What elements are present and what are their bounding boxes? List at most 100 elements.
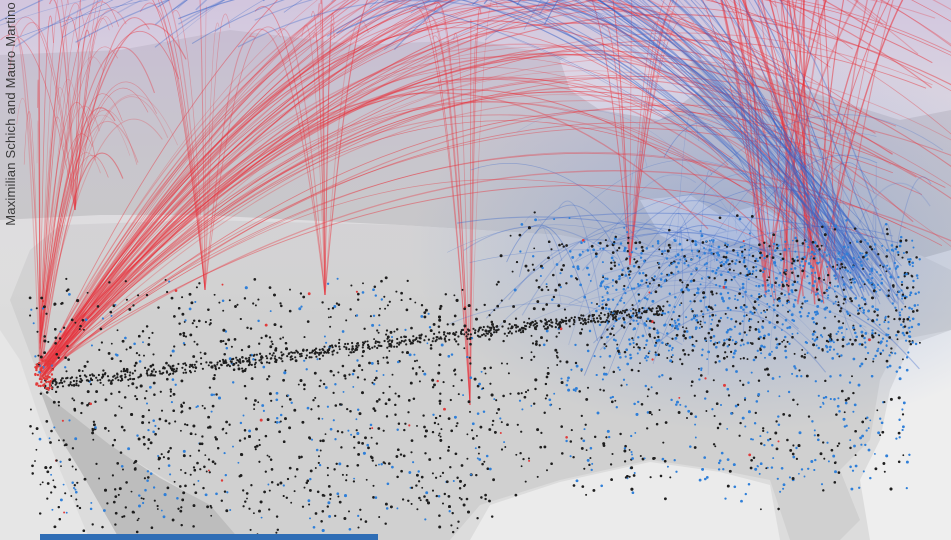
person-dot — [402, 498, 405, 501]
person-dot — [180, 468, 182, 471]
person-dot — [418, 496, 421, 500]
person-dot — [707, 305, 711, 309]
person-dot — [795, 374, 799, 378]
spine-dot — [145, 372, 148, 375]
person-dot — [406, 351, 409, 355]
person-dot — [147, 409, 151, 412]
person-dot — [260, 336, 263, 340]
person-dot — [475, 474, 478, 477]
person-dot — [324, 433, 327, 436]
person-dot — [397, 394, 401, 398]
person-dot — [389, 330, 393, 334]
west-coast-dot — [35, 382, 38, 385]
person-dot — [259, 500, 263, 504]
person-dot — [289, 288, 291, 291]
person-dot — [180, 379, 184, 383]
person-dot — [118, 390, 121, 394]
person-dot — [39, 512, 42, 515]
person-dot — [140, 497, 143, 500]
person-dot — [777, 415, 780, 418]
person-dot — [121, 339, 125, 343]
spine-dot — [272, 352, 275, 355]
person-dot — [428, 325, 432, 329]
person-dot — [786, 340, 789, 343]
spine-dot — [409, 342, 412, 345]
person-dot — [637, 265, 641, 269]
person-dot — [792, 259, 796, 263]
person-dot — [72, 486, 76, 490]
person-dot — [736, 253, 740, 257]
network-arc — [537, 212, 898, 244]
person-dot — [860, 362, 864, 366]
person-dot — [189, 432, 193, 436]
person-dot — [462, 394, 465, 397]
person-dot — [244, 500, 247, 503]
person-dot — [877, 431, 881, 435]
person-dot — [716, 426, 720, 430]
person-dot — [786, 438, 789, 442]
person-dot — [834, 470, 837, 474]
person-dot — [255, 444, 259, 448]
spine-dot — [599, 317, 602, 320]
person-dot — [706, 358, 709, 361]
person-dot — [758, 295, 761, 299]
person-dot — [478, 382, 482, 386]
person-dot — [822, 396, 826, 400]
person-dot — [757, 328, 760, 331]
spine-dot — [63, 380, 66, 383]
spine-dot — [177, 362, 180, 366]
person-dot — [586, 343, 589, 347]
person-dot — [628, 276, 632, 280]
person-dot — [549, 403, 552, 407]
person-dot — [680, 288, 684, 291]
person-dot — [915, 309, 919, 312]
network-arc — [580, 280, 815, 346]
person-dot — [284, 369, 287, 372]
person-dot — [285, 347, 288, 351]
spine-dot — [248, 361, 251, 364]
spine-dot — [515, 330, 518, 333]
person-dot — [711, 408, 714, 411]
person-dot — [744, 425, 747, 428]
person-dot — [237, 461, 240, 464]
person-dot — [616, 347, 619, 350]
person-dot — [726, 355, 729, 358]
network-arc — [781, 0, 803, 284]
person-dot — [388, 385, 391, 388]
person-dot — [355, 290, 358, 293]
person-dot — [850, 487, 854, 491]
person-dot — [222, 309, 225, 312]
spine-dot — [423, 339, 426, 342]
person-dot — [565, 436, 568, 439]
west-coast-dot — [45, 380, 48, 384]
person-dot — [812, 317, 815, 320]
person-dot — [104, 398, 108, 402]
network-arc — [583, 225, 727, 376]
person-dot — [191, 322, 194, 325]
person-dot — [703, 321, 707, 324]
spine-dot — [444, 340, 447, 343]
person-dot — [628, 475, 631, 478]
person-dot — [871, 329, 874, 332]
person-dot — [892, 249, 895, 252]
person-dot — [720, 261, 723, 264]
person-dot — [118, 405, 121, 408]
person-dot — [849, 446, 852, 450]
person-dot — [709, 336, 713, 339]
person-dot — [326, 466, 329, 469]
person-dot — [190, 301, 194, 305]
person-dot — [624, 355, 627, 358]
spine-dot — [310, 356, 313, 359]
person-dot — [502, 339, 505, 343]
spine-dot — [492, 326, 496, 329]
spine-dot — [545, 321, 549, 324]
person-dot — [816, 433, 820, 437]
person-dot — [330, 370, 333, 373]
person-dot — [209, 318, 212, 321]
person-dot — [614, 235, 617, 239]
person-dot — [804, 341, 808, 344]
person-dot — [740, 246, 742, 249]
person-dot — [876, 283, 880, 286]
person-dot — [78, 369, 81, 372]
person-dot — [659, 474, 663, 478]
